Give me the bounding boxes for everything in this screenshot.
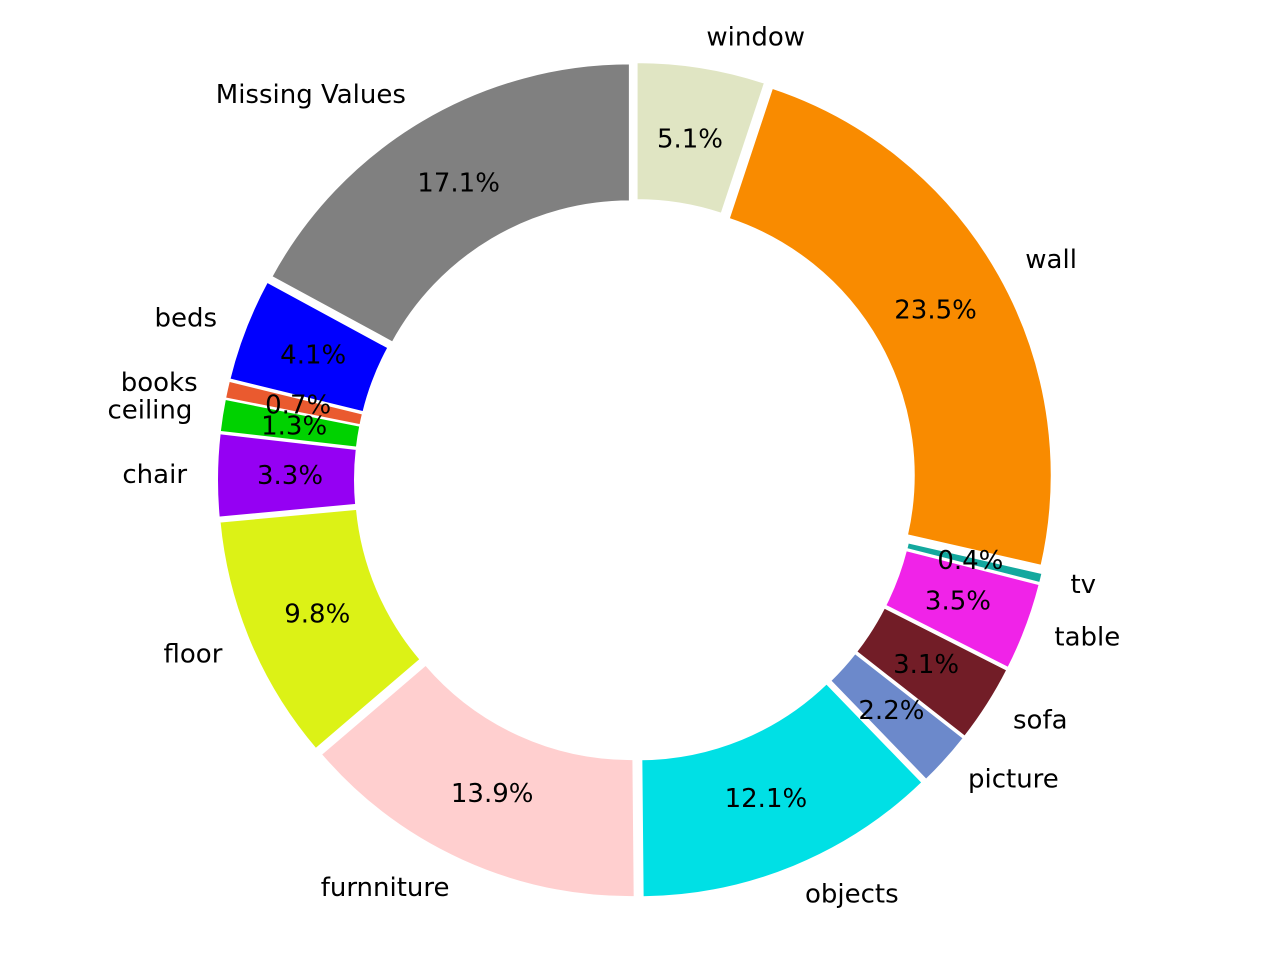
- category-label-furnniture: furnniture: [321, 873, 450, 903]
- slice-chair: [216, 432, 358, 519]
- slice-sofa: [854, 606, 1009, 739]
- slice-table: [883, 548, 1041, 670]
- slice-objects: [640, 681, 924, 899]
- percent-label-furnniture: 13.9%: [451, 779, 534, 809]
- category-label-beds: beds: [155, 304, 218, 334]
- slice-missing-values: [269, 62, 631, 344]
- percent-label-missing-values: 17.1%: [417, 169, 500, 199]
- slice-floor: [218, 507, 423, 751]
- category-label-ceiling: ceiling: [107, 396, 192, 426]
- percent-label-books: 0.7%: [265, 390, 331, 420]
- percent-label-wall: 23.5%: [894, 296, 977, 326]
- percent-labels-group: 5.1% 23.5% 0.4% 3.5% 3.1% 2.2% 12.1% 13.9% 9.8% 3…: [257, 124, 1003, 814]
- slice-picture: [828, 651, 966, 782]
- category-label-sofa: sofa: [1013, 705, 1068, 735]
- percent-label-picture: 2.2%: [858, 696, 924, 726]
- category-label-wall: wall: [1025, 245, 1077, 275]
- percent-label-beds: 4.1%: [280, 341, 346, 371]
- category-labels-group: window wall tv table sofa picture objects furnn…: [107, 23, 1120, 910]
- percent-label-objects: 12.1%: [725, 784, 808, 814]
- category-label-floor: floor: [164, 640, 223, 670]
- slice-window: [635, 61, 767, 216]
- percent-label-tv: 0.4%: [937, 546, 1003, 576]
- category-label-tv: tv: [1070, 570, 1096, 600]
- slice-books: [223, 379, 365, 427]
- category-label-chair: chair: [122, 460, 187, 490]
- percent-label-chair: 3.3%: [257, 461, 323, 491]
- percent-label-floor: 9.8%: [284, 599, 350, 629]
- slice-furnniture: [319, 663, 636, 899]
- slices-group: [216, 61, 1053, 899]
- percent-label-sofa: 3.1%: [893, 650, 959, 680]
- percent-label-ceiling: 1.3%: [261, 412, 327, 442]
- percent-label-window: 5.1%: [657, 124, 723, 154]
- category-label-table: table: [1054, 623, 1120, 653]
- category-label-missing-values: Missing Values: [216, 80, 406, 110]
- category-label-window: window: [706, 23, 805, 53]
- category-label-picture: picture: [968, 765, 1059, 795]
- slice-wall: [727, 86, 1053, 568]
- category-label-books: books: [121, 368, 198, 398]
- category-label-objects: objects: [805, 880, 899, 910]
- slice-beds: [228, 280, 390, 414]
- slice-tv: [905, 541, 1044, 585]
- percent-label-table: 3.5%: [925, 586, 991, 616]
